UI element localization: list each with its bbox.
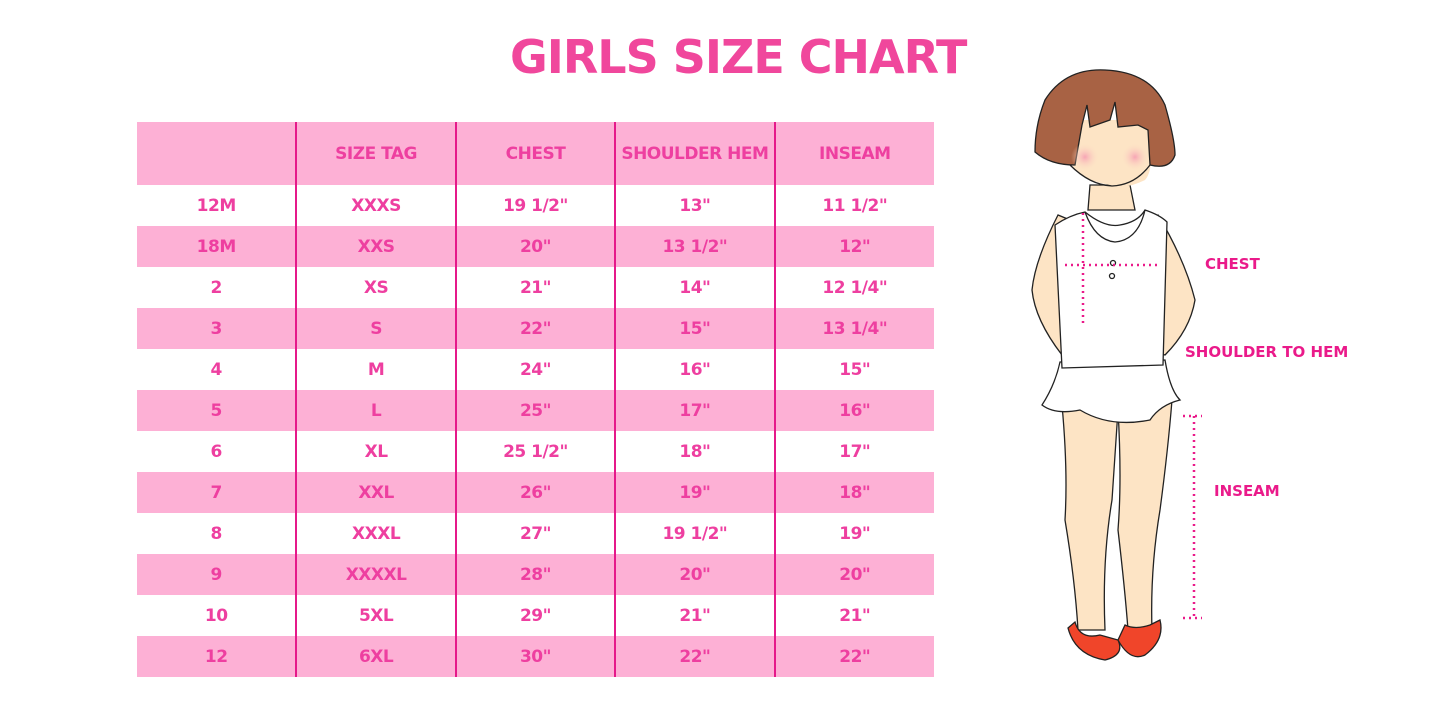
table-cell: 25": [454, 390, 616, 431]
table-cell: 20": [773, 554, 934, 595]
table-cell: 6XL: [295, 636, 456, 677]
table-cell: XS: [295, 267, 456, 308]
table-cell: 13 1/4": [773, 308, 934, 349]
table-cell: 12": [773, 226, 934, 267]
table-row: 10 5XL 29" 21" 21": [137, 595, 934, 636]
table-cell: 16": [773, 390, 934, 431]
table-cell: 22": [454, 308, 616, 349]
table-cell: 5: [137, 390, 297, 431]
table-cell: 18M: [137, 226, 297, 267]
table-cell: 13": [614, 185, 775, 226]
table-header-row: SIZE TAG CHEST SHOULDER HEM INSEAM: [137, 122, 934, 185]
table-cell: 17": [773, 431, 934, 472]
table-cell: 11 1/2": [773, 185, 934, 226]
table-cell: M: [295, 349, 456, 390]
table-cell: 13 1/2": [614, 226, 775, 267]
table-cell: XXXXL: [295, 554, 456, 595]
table-row: 18M XXS 20" 13 1/2" 12": [137, 226, 934, 267]
table-row: 8 XXXL 27" 19 1/2" 19": [137, 513, 934, 554]
table-cell: 19 1/2": [614, 513, 775, 554]
table-row: 12 6XL 30" 22" 22": [137, 636, 934, 677]
table-row: 6 XL 25 1/2" 18" 17": [137, 431, 934, 472]
table-cell: 8: [210, 523, 223, 544]
table-cell: 18": [773, 472, 934, 513]
table-row: 3 S 22" 15" 13 1/4": [137, 308, 934, 349]
table-cell: 20": [454, 226, 616, 267]
table-cell: 7: [137, 472, 297, 513]
table-cell: 10: [204, 605, 228, 626]
column-header: SIZE TAG: [295, 122, 456, 185]
table-cell: 24": [454, 349, 616, 390]
table-cell: XXXS: [295, 185, 456, 226]
table-cell: 25 1/2": [454, 431, 616, 472]
table-cell: 29": [454, 595, 616, 636]
table-cell: 18": [614, 431, 775, 472]
table-cell: 20": [614, 554, 775, 595]
table-cell: L: [295, 390, 456, 431]
table-cell: 3: [137, 308, 297, 349]
column-header: SHOULDER HEM: [614, 122, 775, 185]
table-cell: 22": [614, 636, 775, 677]
table-cell: 12: [137, 636, 297, 677]
table-cell: 21": [454, 267, 616, 308]
table-row: 7 XXL 26" 19" 18": [137, 472, 934, 513]
table-cell: 26": [454, 472, 616, 513]
inseam-label: INSEAM: [1214, 482, 1280, 500]
table-cell: 14": [614, 267, 775, 308]
table-cell: 15": [773, 349, 934, 390]
table-cell: 27": [454, 513, 616, 554]
table-row: 2 XS 21" 14" 12 1/4": [137, 267, 934, 308]
table-cell: 15": [614, 308, 775, 349]
table-cell: 30": [454, 636, 616, 677]
table-cell: 19": [614, 472, 775, 513]
table-cell: XXL: [295, 472, 456, 513]
table-cell: XL: [295, 431, 456, 472]
table-cell: 28": [454, 554, 616, 595]
table-cell: 19": [773, 513, 934, 554]
table-row: 4 M 24" 16" 15": [137, 349, 934, 390]
table-row: 5 L 25" 17" 16": [137, 390, 934, 431]
table-cell: 4: [210, 359, 223, 380]
table-cell: 6: [210, 441, 223, 462]
table-cell: 12 1/4": [773, 267, 934, 308]
table-cell: 9: [137, 554, 297, 595]
table-cell: 2: [210, 277, 223, 298]
table-cell: 12M: [196, 195, 237, 216]
table-cell: 19 1/2": [454, 185, 616, 226]
table-row: 12M XXXS 19 1/2" 13" 11 1/2": [137, 185, 934, 226]
table-cell: 22": [773, 636, 934, 677]
table-cell: 21": [773, 595, 934, 636]
table-cell: 21": [614, 595, 775, 636]
column-header: CHEST: [454, 122, 616, 185]
size-table: SIZE TAG CHEST SHOULDER HEM INSEAM 12M XXXS 1…: [137, 122, 934, 677]
page-title: GIRLS SIZE CHART: [510, 30, 967, 84]
column-header: [137, 122, 297, 185]
table-cell: 16": [614, 349, 775, 390]
chest-label: CHEST: [1205, 255, 1260, 273]
table-cell: XXS: [295, 226, 456, 267]
table-cell: 17": [614, 390, 775, 431]
table-cell: XXXL: [295, 513, 456, 554]
table-row: 9 XXXXL 28" 20" 20": [137, 554, 934, 595]
table-cell: 5XL: [295, 595, 456, 636]
column-header: INSEAM: [773, 122, 934, 185]
table-cell: S: [295, 308, 456, 349]
shoulder-to-hem-label: SHOULDER TO HEM: [1185, 343, 1349, 361]
